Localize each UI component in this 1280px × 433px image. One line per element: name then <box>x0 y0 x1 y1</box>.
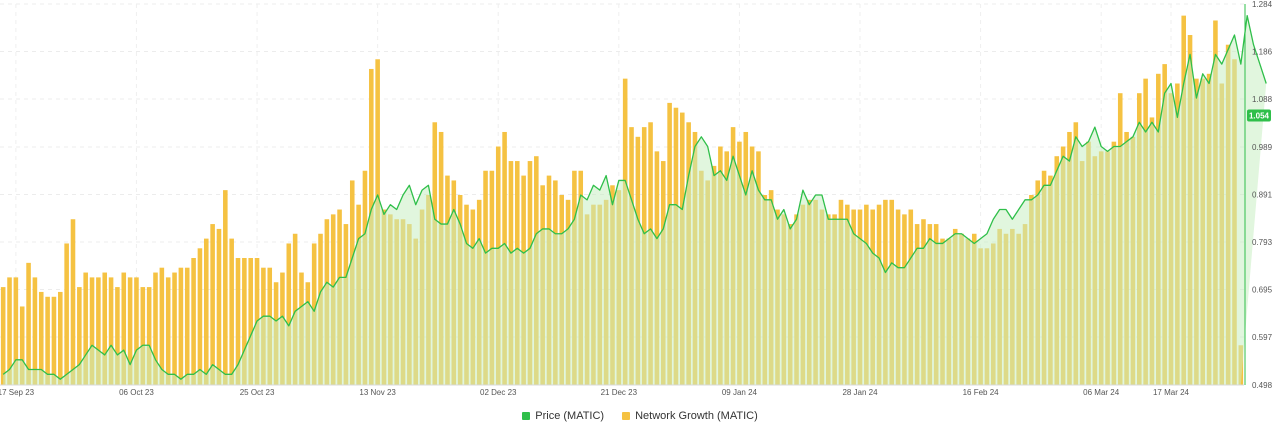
x-tick-label: 21 Dec 23 <box>601 388 638 397</box>
price-series-line <box>2 14 1267 380</box>
current-price-badge <box>1247 109 1271 122</box>
x-tick-label: 28 Jan 24 <box>842 388 878 397</box>
network-growth-bar <box>165 277 171 385</box>
network-growth-bar <box>121 272 127 385</box>
y-tick-label: 0.597 <box>1252 333 1273 342</box>
x-tick-label: 06 Oct 23 <box>119 388 154 397</box>
network-growth-bar <box>216 228 222 385</box>
network-growth-bar <box>89 277 95 385</box>
y-tick-label: 0.498 <box>1252 381 1273 390</box>
current-price-label: 1.054 <box>1249 111 1270 120</box>
network-growth-bar <box>58 291 63 385</box>
network-growth-bar <box>19 306 25 385</box>
network-growth-bar <box>184 267 190 385</box>
network-growth-bar <box>172 272 177 385</box>
network-growth-bar <box>140 287 146 385</box>
network-growth-bar <box>64 243 69 385</box>
network-growth-bar <box>108 277 114 385</box>
network-growth-bar <box>178 267 184 385</box>
network-growth-bar <box>203 238 209 385</box>
y-tick-label: 0.695 <box>1252 286 1273 295</box>
axes: 0.498 0.597 0.695 0.793 0.891 0.989 1.088 1.186… <box>0 0 1273 397</box>
chart-legend: Price (MATIC) Network Growth (MATIC) <box>0 406 1280 426</box>
x-tick-label: 13 Nov 23 <box>359 388 396 397</box>
network-growth-bar <box>7 277 12 385</box>
network-growth-bar <box>102 272 108 385</box>
network-growth-bar <box>159 267 165 385</box>
network-growth-bar <box>242 258 247 385</box>
legend-item-price[interactable]: Price (MATIC) <box>522 410 604 422</box>
chart-plot: 0.498 0.597 0.695 0.793 0.891 0.989 1.088 1.186… <box>0 0 1273 397</box>
network-growth-bar <box>13 277 19 385</box>
network-growth-bar <box>70 219 76 385</box>
network-growth-bar <box>153 272 158 385</box>
y-tick-label: 1.186 <box>1252 48 1273 57</box>
price-area-fill <box>3 15 1267 386</box>
price-area <box>3 15 1267 386</box>
x-tick-label: 09 Jan 24 <box>722 388 758 397</box>
network-growth-bar <box>45 296 50 385</box>
y-tick-label: 1.284 <box>1252 0 1273 9</box>
y-tick-label: 0.989 <box>1252 143 1273 152</box>
network-growth-bar <box>127 277 133 385</box>
legend-label-price: Price (MATIC) <box>535 410 605 422</box>
y-tick-label: 1.088 <box>1252 95 1273 104</box>
network-growth-bar <box>286 243 292 385</box>
network-growth-bar <box>26 262 31 385</box>
x-tick-label: 02 Dec 23 <box>480 388 517 397</box>
network-growth-bar <box>83 272 88 385</box>
x-tick-label: 16 Feb 24 <box>963 388 1000 397</box>
network-growth-bar <box>197 248 203 385</box>
x-tick-label: 17 Sep 23 <box>0 388 35 397</box>
network-growth-bar <box>223 190 228 385</box>
network-growth-bar <box>235 258 241 385</box>
network-growth-bar <box>77 287 82 385</box>
network-growth-bar <box>292 233 298 385</box>
network-growth-bar <box>51 296 57 385</box>
x-tick-label: 06 Mar 24 <box>1083 388 1120 397</box>
x-tick-label: 25 Oct 23 <box>240 388 275 397</box>
network-growth-bar <box>115 287 120 385</box>
network-growth-bar <box>134 277 139 385</box>
legend-label-network-growth: Network Growth (MATIC) <box>635 410 758 422</box>
price-line <box>2 14 1267 380</box>
y-tick-label: 0.793 <box>1252 238 1273 247</box>
network-growth-bar <box>248 258 253 385</box>
network-growth-swatch-icon <box>622 412 631 420</box>
network-growth-bar <box>229 238 234 385</box>
legend-item-network-growth[interactable]: Network Growth (MATIC) <box>622 410 758 422</box>
network-growth-bar <box>0 287 6 385</box>
network-growth-bar <box>38 291 44 385</box>
network-growth-bar <box>32 277 38 385</box>
x-tick-label: 17 Mar 24 <box>1153 388 1190 397</box>
price-swatch-icon <box>522 412 531 420</box>
network-growth-bar <box>210 224 215 385</box>
network-growth-bar <box>146 287 152 385</box>
network-growth-bar <box>191 258 196 385</box>
network-growth-bar <box>96 277 101 385</box>
y-tick-label: 0.891 <box>1252 191 1273 200</box>
